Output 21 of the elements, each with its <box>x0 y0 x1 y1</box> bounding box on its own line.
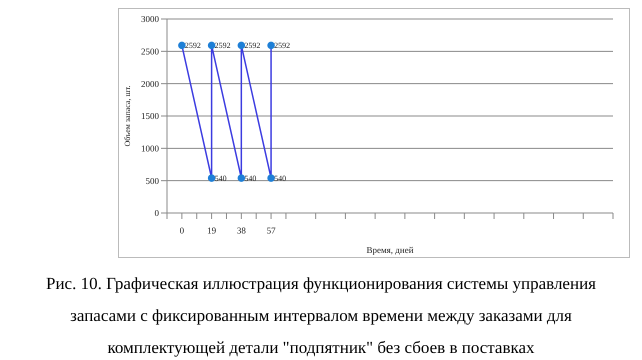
data-label: 540 <box>274 174 286 183</box>
x-tick-label: 19 <box>207 225 217 236</box>
x-tick-label: 38 <box>236 225 246 236</box>
y-tick-label: 500 <box>146 176 160 186</box>
data-label: 2592 <box>274 41 290 50</box>
text: Рис. 10. Графическая иллюстрация функционирования системы управления запасами с фиксированным интервалом времени между заказами для комплектующей детали "подпятник" без сбоев в поставках <box>45 273 597 359</box>
y-tick-label: 1500 <box>141 111 160 122</box>
data-label: 540 <box>214 174 227 183</box>
data-label: 540 <box>244 174 256 183</box>
y-tick-label: 0 <box>154 208 160 218</box>
data-label: 2592 <box>184 41 201 50</box>
y-tick-label: 2000 <box>141 78 160 89</box>
data-label: 2592 <box>214 41 231 50</box>
y-tick-label: 1000 <box>141 144 160 154</box>
x-tick-label: 57 <box>266 225 276 236</box>
x-tick-label: 0 <box>180 225 185 236</box>
y-tick-label: 2500 <box>141 46 160 57</box>
data-label: 2592 <box>244 41 260 50</box>
y-tick-label: 3000 <box>141 14 160 24</box>
x-axis-title: Время, дней <box>366 245 414 255</box>
y-axis-title: Объем запаса, шт. <box>122 85 132 147</box>
